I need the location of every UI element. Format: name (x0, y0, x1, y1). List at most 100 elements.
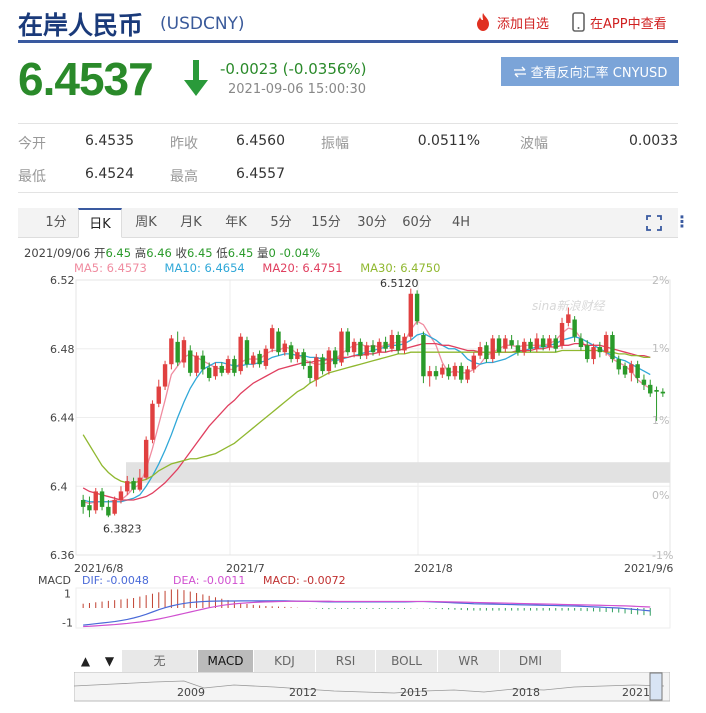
nav-year-2018: 2018 (512, 686, 540, 699)
candle (351, 338, 357, 358)
candle-body (402, 336, 407, 351)
legend-vol-label: 量 (257, 246, 269, 260)
indicator-boll[interactable]: BOLL (376, 650, 438, 672)
candle (194, 352, 199, 377)
x-tick-label: 2021/7 (226, 562, 265, 575)
stat-label-low: 最低 (18, 169, 46, 185)
candle-body (585, 345, 590, 360)
range-navigator[interactable]: 2009 2012 2015 2018 2021 (74, 672, 670, 702)
candle-body (314, 357, 319, 380)
candle (345, 328, 351, 356)
candle-body (477, 347, 483, 356)
candle-body (503, 338, 508, 349)
candle (320, 353, 325, 375)
y-tick-label: 6.36 (50, 549, 75, 562)
tab-1min[interactable]: 1分 (45, 215, 67, 230)
candle-body (288, 345, 294, 360)
page-title: 在岸人民币 (18, 11, 144, 40)
tab-yearly[interactable]: 年K (225, 215, 247, 230)
swap-icon (513, 66, 526, 77)
candle-body (332, 350, 338, 365)
candle (150, 400, 155, 444)
macd-frame (75, 587, 671, 629)
tab-15min[interactable]: 15分 (311, 215, 341, 230)
candle-body (364, 345, 369, 356)
add-watchlist-button[interactable]: 添加自选 (474, 12, 549, 32)
tab-monthly[interactable]: 月K (180, 215, 202, 230)
candle-body (452, 365, 458, 377)
scroll-down-button[interactable]: ▼ (98, 650, 122, 672)
candle-body (616, 359, 621, 370)
candle (301, 348, 306, 370)
more-options-icon[interactable]: ⋮ (674, 212, 690, 231)
ohlc-legend: 2021/09/06 开6.45 高6.46 收6.45 低6.45 量0 -0… (24, 245, 320, 261)
navigator-handle[interactable] (649, 672, 663, 701)
stat-value-high: 6.4557 (236, 166, 285, 182)
candle-body (591, 347, 596, 360)
quote-time: 2021-09-06 15:00:30 (228, 82, 367, 97)
reverse-rate-button[interactable]: 查看反向汇率 CNYUSD (501, 57, 679, 86)
candle-body (206, 367, 212, 378)
candle-body (547, 338, 552, 348)
down-arrow-icon (184, 60, 208, 96)
legend-pct: -0.04% (279, 246, 321, 260)
candle-body (238, 336, 243, 372)
candle-body (263, 348, 269, 366)
fullscreen-icon[interactable] (646, 215, 662, 231)
candle (125, 475, 130, 495)
indicator-dmi[interactable]: DMI (500, 650, 562, 672)
tab-4h[interactable]: 4H (451, 215, 471, 230)
candle-body (251, 355, 256, 365)
indicator-wr[interactable]: WR (438, 650, 500, 672)
tab-60min[interactable]: 60分 (402, 215, 432, 230)
tab-30min[interactable]: 30分 (357, 215, 387, 230)
candle-body (421, 335, 426, 377)
stat-label-range: 波幅 (520, 136, 548, 152)
view-in-app-button[interactable]: 在APP中查看 (572, 12, 667, 32)
candle-body (150, 403, 155, 440)
candle (440, 364, 445, 378)
candle (660, 388, 666, 397)
candle (200, 350, 206, 375)
candle (257, 350, 262, 368)
stats-panel: 今开 6.4535 昨收 6.4560 振幅 0.0511% 波幅 0.0033… (18, 123, 678, 193)
candle (578, 333, 584, 351)
candle-body (118, 491, 124, 500)
indicator-kdj[interactable]: KDJ (254, 650, 316, 672)
candle-body (156, 386, 161, 404)
candle-body (578, 338, 584, 348)
candle (654, 386, 659, 421)
candle-body (395, 335, 401, 351)
candle-body (433, 371, 439, 377)
legend-ma10: MA10: 6.4654 (164, 261, 245, 275)
candle-body (162, 364, 168, 387)
legend-high-label: 高 (134, 246, 147, 260)
candle-body (635, 364, 640, 378)
candle (547, 335, 552, 351)
candle-body (408, 293, 414, 337)
view-in-app-label: 在APP中查看 (590, 16, 667, 32)
tab-weekly[interactable]: 周K (135, 215, 157, 230)
candle (597, 341, 603, 358)
candle-body (269, 328, 275, 349)
macd-dea-line (83, 600, 651, 628)
tab-daily[interactable]: 日K (78, 208, 122, 238)
candle (377, 338, 382, 356)
kline-chart[interactable]: sina新浪财经 6.526.486.446.46.362%1%1%0%-1%2… (0, 270, 706, 650)
tab-5min[interactable]: 5分 (270, 215, 292, 230)
legend-high: 6.46 (146, 246, 172, 260)
y-right-tick-label: 2% (652, 274, 669, 287)
candle (181, 336, 187, 368)
candle-body (175, 341, 180, 363)
y-tick-label: 6.48 (50, 343, 75, 356)
candle (225, 355, 231, 375)
candle (610, 331, 615, 363)
indicator-rsi[interactable]: RSI (316, 650, 376, 672)
candle (137, 469, 143, 492)
indicator-macd[interactable]: MACD (198, 650, 254, 672)
scroll-up-button[interactable]: ▲ (74, 650, 98, 672)
candle (408, 288, 414, 341)
candle-body (80, 500, 86, 507)
indicator-none[interactable]: 无 (122, 650, 198, 672)
candle-body (465, 369, 470, 380)
